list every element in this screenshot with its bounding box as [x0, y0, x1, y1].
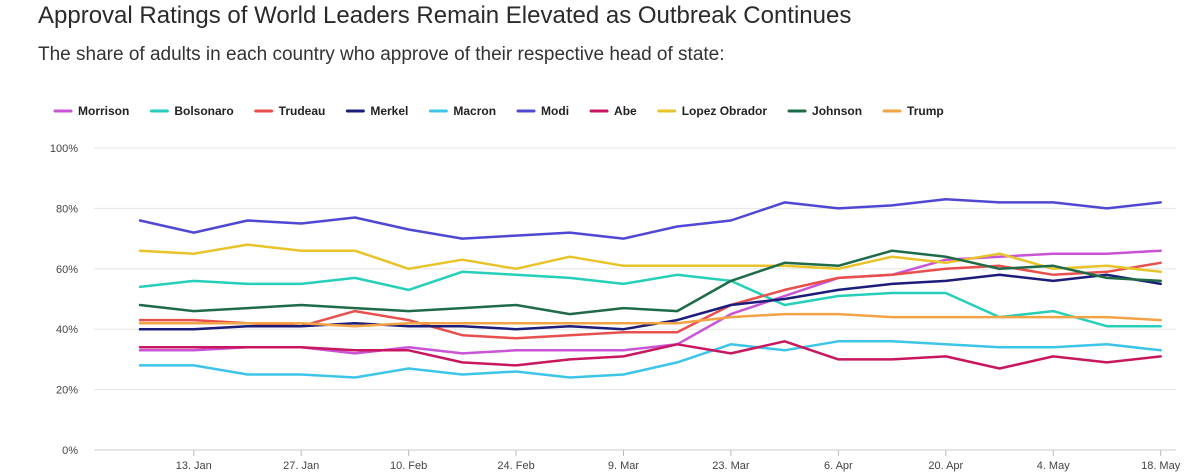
x-tick-label: 23. Mar: [712, 460, 750, 472]
y-tick-label: 40%: [56, 324, 78, 336]
legend-item-merkel[interactable]: Merkel: [345, 104, 408, 118]
legend-label: Morrison: [78, 104, 129, 118]
series-line-macron: [138, 340, 1162, 379]
x-tick-label: 13. Jan: [176, 460, 212, 472]
y-tick-label: 100%: [50, 143, 78, 155]
x-tick-label: 4. May: [1037, 460, 1071, 472]
chart-title: Approval Ratings of World Leaders Remain…: [38, 2, 852, 29]
legend-item-trump[interactable]: Trump: [882, 104, 944, 118]
chart-gridlines: [94, 147, 1176, 451]
x-tick-label: 9. Mar: [608, 460, 640, 472]
legend-label: Bolsonaro: [174, 104, 233, 118]
legend-label: Lopez Obrador: [682, 104, 768, 118]
legend-label: Abe: [614, 104, 637, 118]
y-tick-label: 80%: [56, 203, 78, 215]
x-tick-label: 18. May: [1141, 460, 1181, 472]
series-line-lopez-obrador: [138, 243, 1162, 274]
legend-label: Trump: [907, 104, 944, 118]
series-line-modi: [138, 198, 1162, 240]
series-line-abe: [138, 340, 1162, 370]
series-line-merkel: [138, 273, 1162, 331]
legend-label: Modi: [541, 104, 569, 118]
y-tick-label: 0%: [62, 445, 78, 457]
x-axis: 13. Jan 27. Jan 10. Feb 24. Feb 9. Mar 23. Ma…: [176, 450, 1181, 472]
legend-item-bolsonaro[interactable]: Bolsonaro: [149, 104, 234, 118]
y-tick-label: 20%: [56, 385, 78, 397]
legend-item-macron[interactable]: Macron: [428, 104, 496, 118]
legend-label: Johnson: [812, 104, 862, 118]
legend-item-modi[interactable]: Modi: [516, 104, 569, 118]
y-axis: 0% 20% 40% 60% 80% 100%: [50, 143, 78, 457]
legend-item-trudeau[interactable]: Trudeau: [254, 104, 326, 118]
chart-legend: Morrison Bolsonaro Trudeau Merkel Macron Modi…: [53, 104, 944, 118]
x-tick-label: 10. Feb: [390, 460, 427, 472]
legend-item-abe[interactable]: Abe: [589, 104, 637, 118]
legend-item-morrison[interactable]: Morrison: [53, 104, 129, 118]
y-tick-label: 60%: [56, 264, 78, 276]
x-tick-label: 27. Jan: [283, 460, 319, 472]
legend-item-lopez-obrador[interactable]: Lopez Obrador: [657, 104, 768, 118]
x-tick-label: 24. Feb: [497, 460, 534, 472]
x-tick-label: 20. Apr: [928, 460, 963, 472]
legend-item-johnson[interactable]: Johnson: [787, 104, 862, 118]
x-tick-label: 6. Apr: [824, 460, 853, 472]
series-line-johnson: [138, 249, 1162, 316]
legend-label: Merkel: [370, 104, 408, 118]
chart-series: [138, 198, 1162, 379]
legend-label: Macron: [453, 104, 496, 118]
chart-subtitle: The share of adults in each country who …: [38, 44, 725, 65]
legend-label: Trudeau: [279, 104, 326, 118]
series-line-trump: [138, 312, 1162, 328]
series-line-bolsonaro: [138, 270, 1162, 328]
